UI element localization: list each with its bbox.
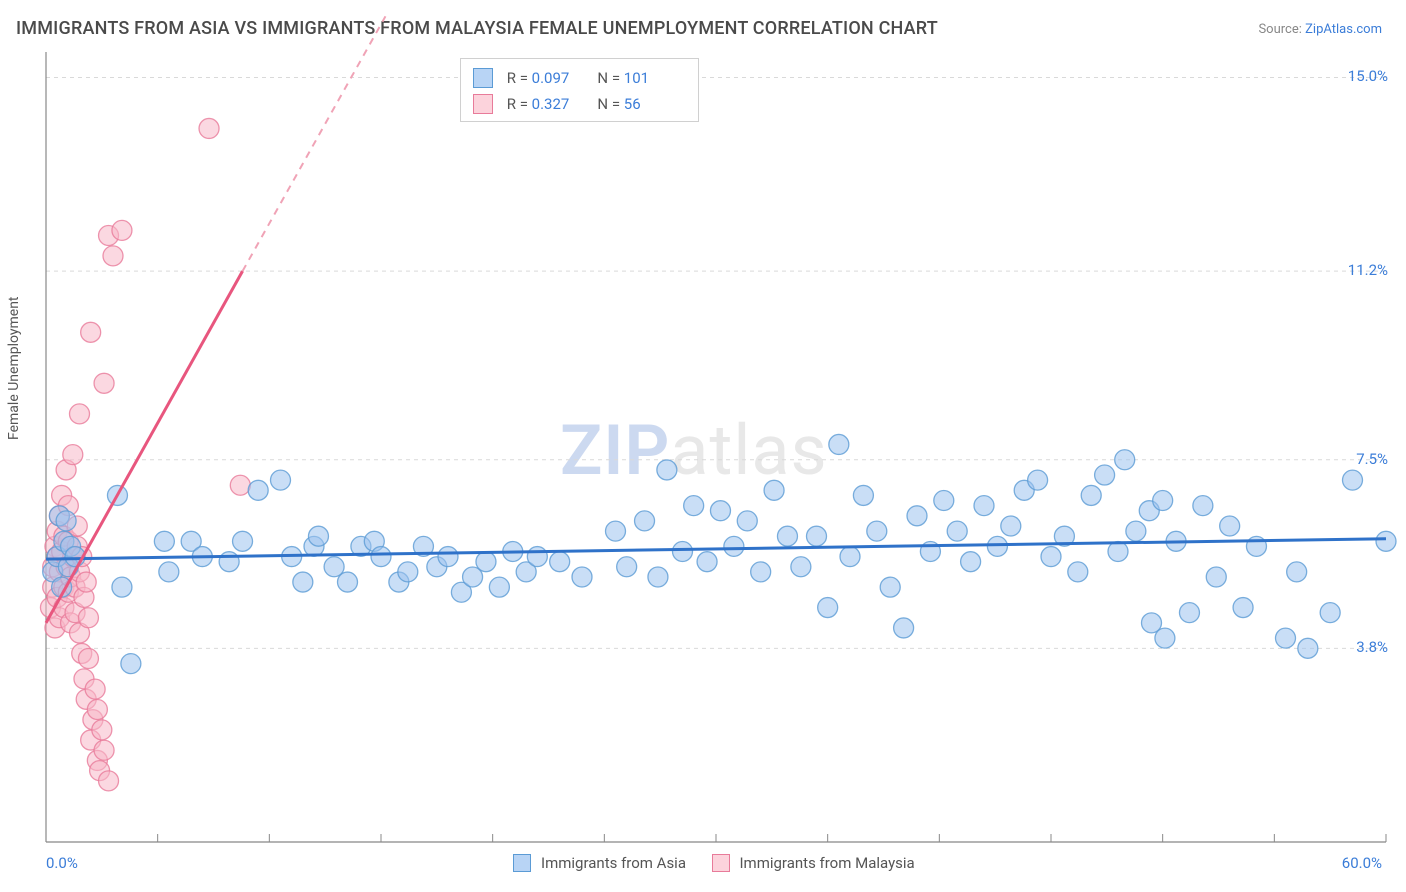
y-tick-label: 11.2%: [1348, 261, 1388, 279]
scatter-plot: [46, 52, 1386, 842]
r-value: 0.327: [532, 91, 594, 117]
x-axis-min: 0.0%: [46, 854, 78, 872]
source-label: Source:: [1258, 22, 1301, 37]
legend-row: R = 0.097 N = 101: [473, 65, 686, 91]
r-label: R =: [507, 69, 528, 87]
legend-label: Immigrants from Asia: [541, 854, 686, 872]
y-tick-label: 7.5%: [1356, 450, 1388, 468]
legend-row: R = 0.327 N = 56: [473, 91, 686, 117]
source-link[interactable]: ZipAtlas.com: [1305, 22, 1382, 37]
correlation-legend: R = 0.097 N = 101 R = 0.327 N = 56: [460, 58, 699, 122]
source-attribution: Source: ZipAtlas.com: [1258, 22, 1382, 37]
legend-swatch-malaysia: [712, 854, 730, 872]
legend-label: Immigrants from Malaysia: [739, 854, 914, 872]
chart-container: IMMIGRANTS FROM ASIA VS IMMIGRANTS FROM …: [0, 0, 1406, 892]
legend-swatch-asia: [513, 854, 531, 872]
chart-title: IMMIGRANTS FROM ASIA VS IMMIGRANTS FROM …: [16, 18, 938, 39]
n-value: 56: [624, 91, 686, 117]
n-value: 101: [624, 65, 686, 91]
series-legend: Immigrants from Asia Immigrants from Mal…: [0, 854, 1406, 872]
y-tick-label: 3.8%: [1356, 638, 1388, 656]
n-label: N =: [597, 95, 620, 113]
legend-swatch-asia: [473, 68, 493, 88]
r-label: R =: [507, 95, 528, 113]
y-axis-label: Female Unemployment: [6, 296, 22, 440]
y-tick-label: 15.0%: [1348, 67, 1388, 85]
x-axis-max: 60.0%: [1342, 854, 1382, 872]
r-value: 0.097: [532, 65, 594, 91]
legend-swatch-malaysia: [473, 94, 493, 114]
n-label: N =: [597, 69, 620, 87]
